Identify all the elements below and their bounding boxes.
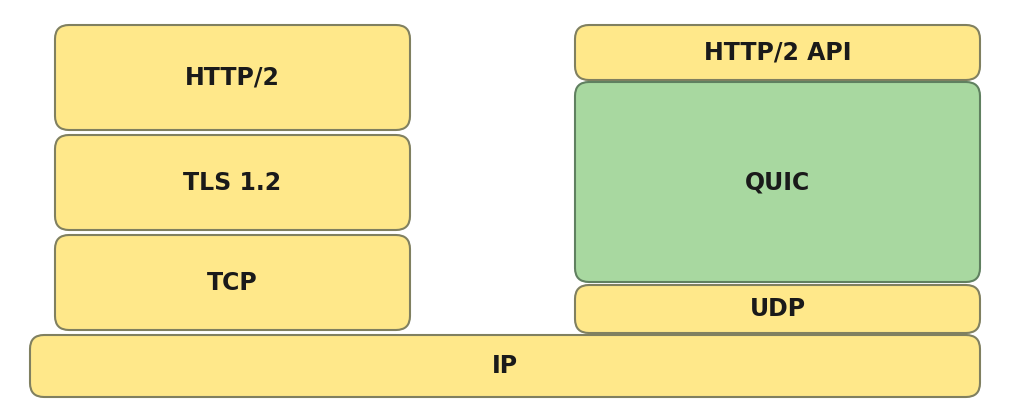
- FancyBboxPatch shape: [55, 235, 410, 330]
- FancyBboxPatch shape: [575, 82, 980, 282]
- FancyBboxPatch shape: [55, 25, 410, 130]
- Text: UDP: UDP: [750, 297, 806, 321]
- FancyBboxPatch shape: [30, 335, 980, 397]
- Text: IP: IP: [492, 354, 518, 378]
- Text: TLS 1.2: TLS 1.2: [184, 171, 281, 194]
- FancyBboxPatch shape: [55, 135, 410, 230]
- Text: TCP: TCP: [207, 271, 258, 295]
- FancyBboxPatch shape: [575, 285, 980, 333]
- Text: HTTP/2 API: HTTP/2 API: [704, 40, 851, 65]
- Text: HTTP/2: HTTP/2: [185, 66, 280, 89]
- Text: QUIC: QUIC: [745, 170, 810, 194]
- FancyBboxPatch shape: [575, 25, 980, 80]
